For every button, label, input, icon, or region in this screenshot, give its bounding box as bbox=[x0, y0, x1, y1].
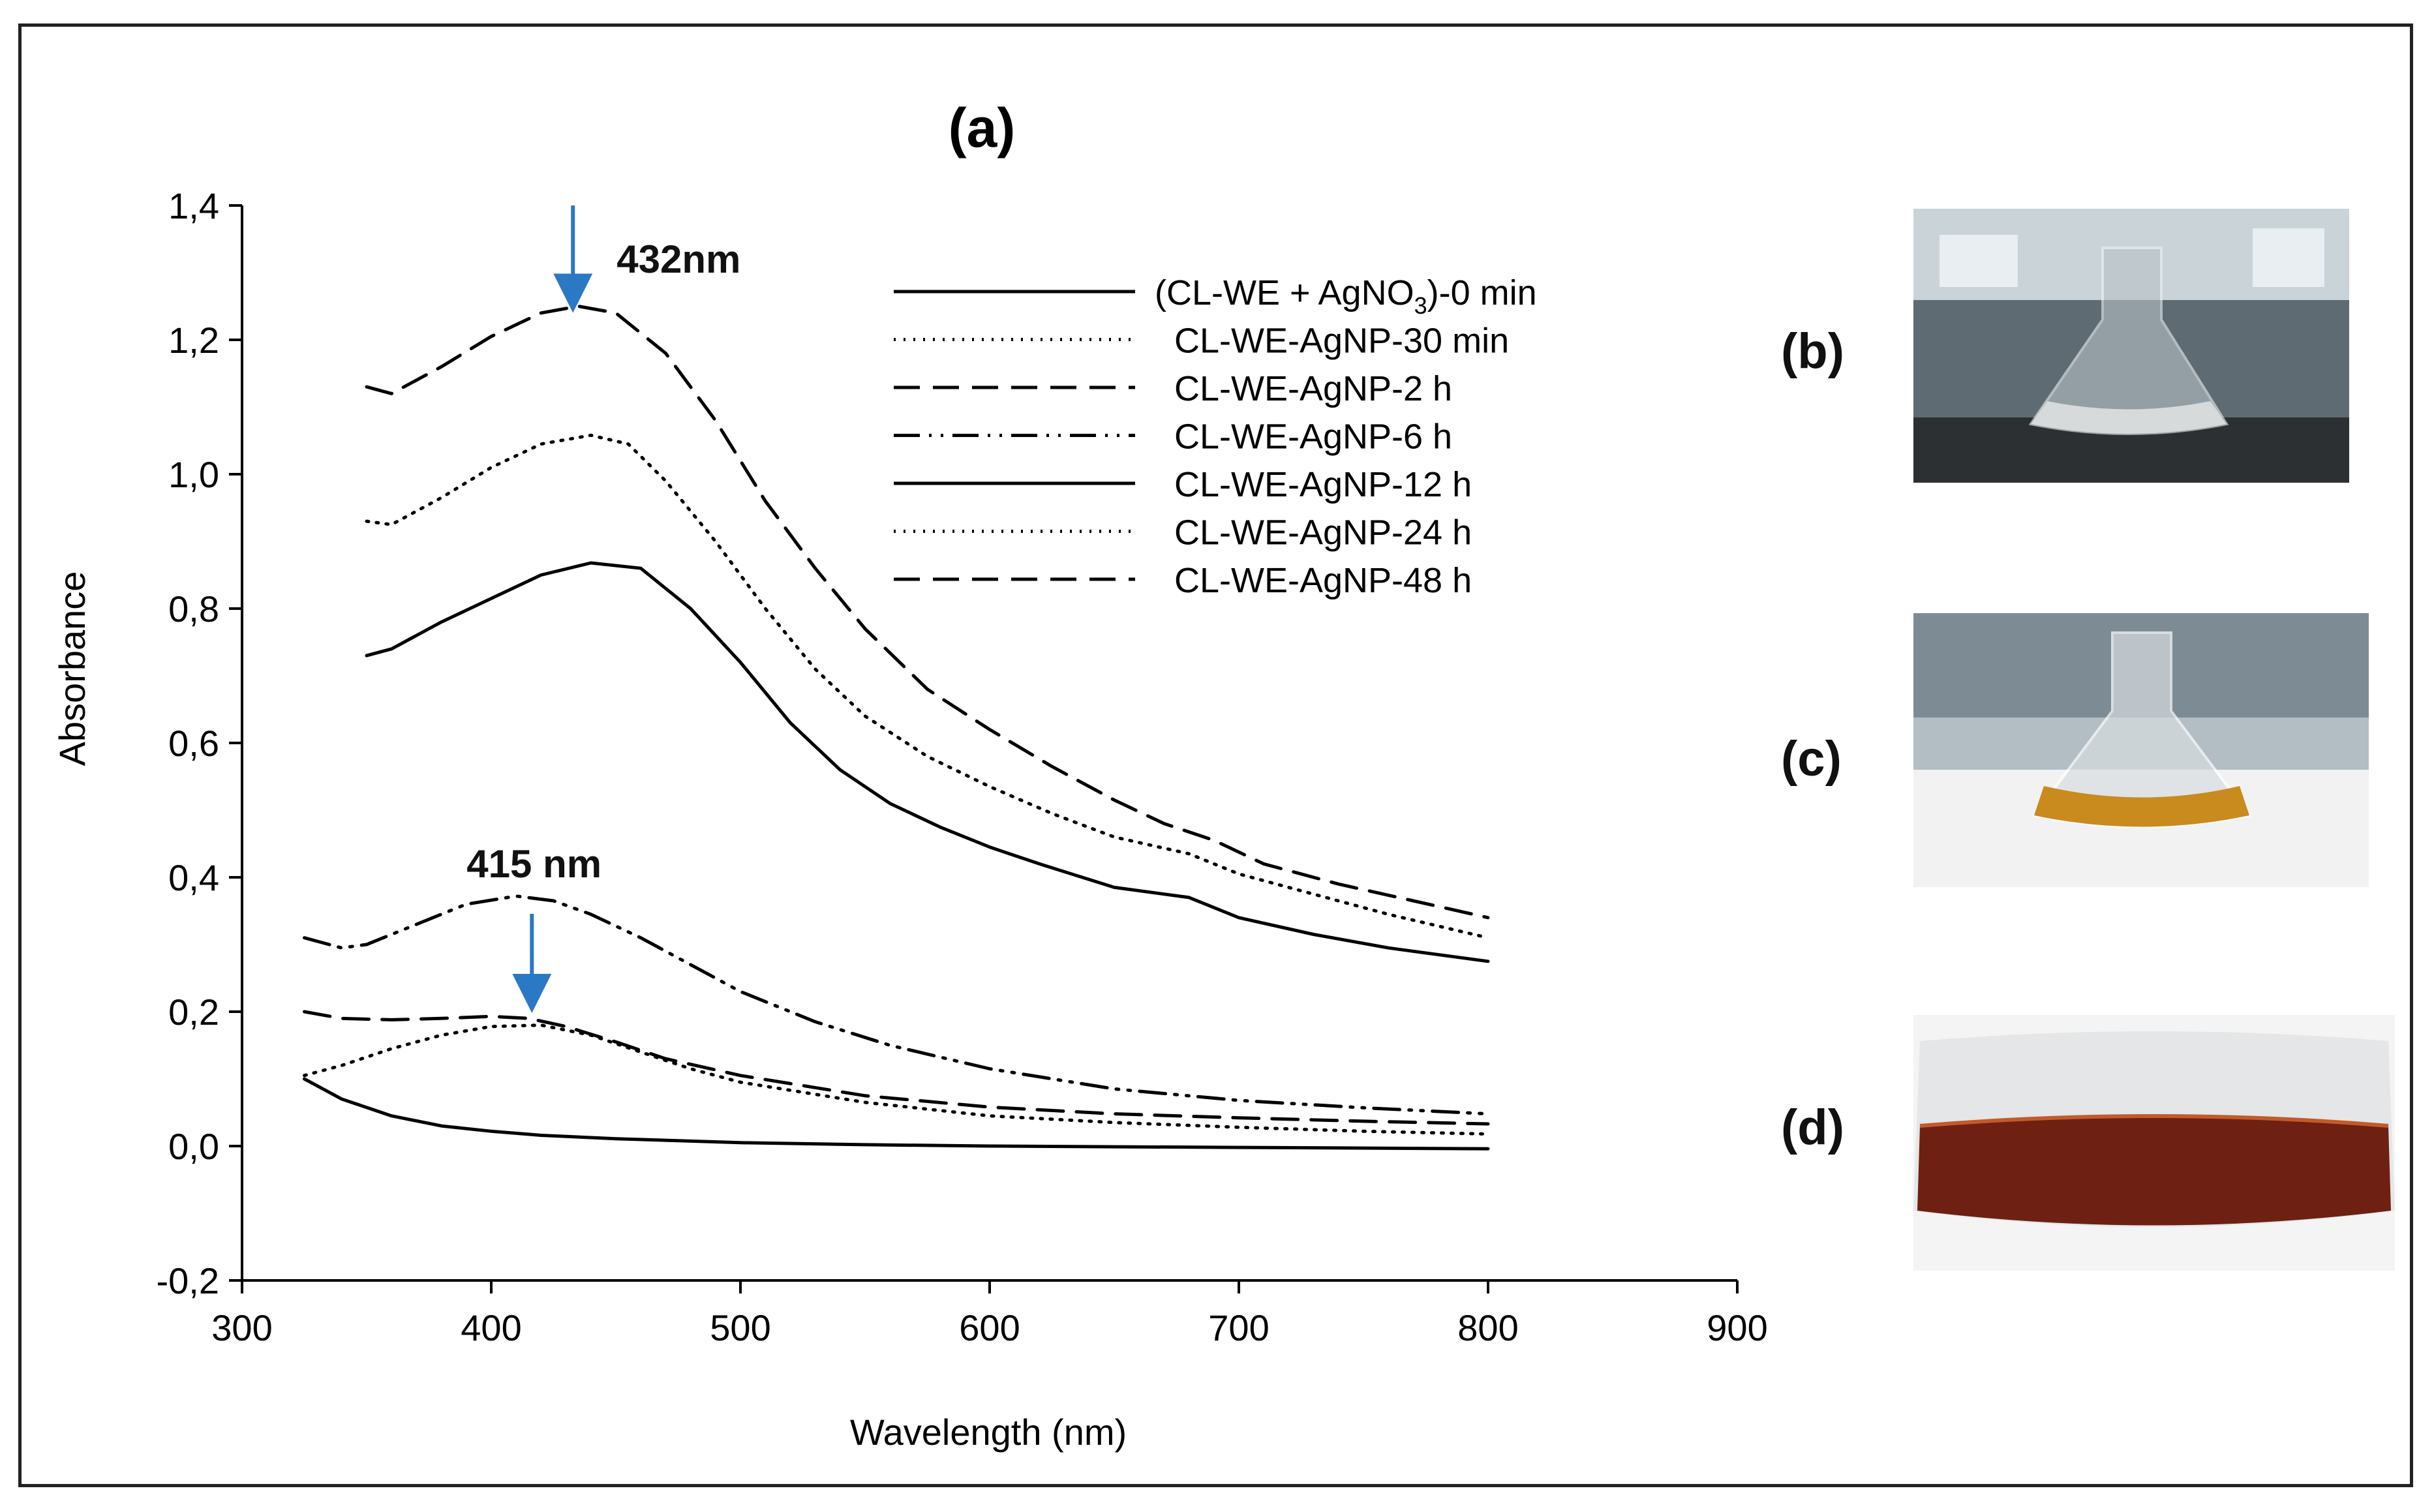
series-line-3 bbox=[303, 894, 1490, 1116]
x-tick-label: 700 bbox=[1208, 1307, 1269, 1348]
panel-label-c: (c) bbox=[1781, 731, 1842, 787]
peak-label-415: 415 nm bbox=[466, 842, 601, 886]
flask-amber-image bbox=[1913, 613, 2369, 887]
y-tick-label: 0,6 bbox=[168, 723, 219, 764]
x-tick-label: 500 bbox=[710, 1307, 770, 1348]
x-tick-label: 600 bbox=[959, 1307, 1020, 1348]
legend-label-5: CL-WE-AgNP-24 h bbox=[1174, 513, 1472, 552]
series-line-0 bbox=[303, 1077, 1490, 1151]
flask-dark-image bbox=[1913, 1015, 2395, 1271]
series-layer bbox=[303, 305, 1490, 1151]
legend-label-1: CL-WE-AgNP-30 min bbox=[1174, 322, 1509, 361]
annotation-layer: 432nm 415 nm bbox=[466, 205, 740, 1013]
x-tick-label: 400 bbox=[461, 1307, 521, 1348]
y-axis-label: Absorbance bbox=[52, 571, 93, 766]
photo-c bbox=[1913, 613, 2369, 887]
legend-label-0: (CL-WE + AgNO3)-0 min bbox=[1155, 273, 1537, 319]
flask-clear-image bbox=[1913, 209, 2349, 483]
y-tick-label: 0,2 bbox=[168, 991, 219, 1033]
figure-frame bbox=[18, 23, 2413, 1487]
axes: 300 400 500 600 700 800 900 -0,2 0,0 0,2 0,4 0,6 0,8… bbox=[157, 185, 1768, 1348]
y-tick-label: 0,0 bbox=[168, 1126, 219, 1167]
y-tick-label: 0,8 bbox=[168, 588, 219, 629]
photo-b bbox=[1913, 209, 2349, 483]
panel-label-d: (d) bbox=[1781, 1100, 1845, 1155]
y-tick-label: -0,2 bbox=[157, 1260, 220, 1301]
series-line-5 bbox=[365, 433, 1490, 940]
panel-label-a: (a) bbox=[949, 97, 1016, 159]
y-tick-label: 1,4 bbox=[168, 185, 219, 226]
legend-label-3: CL-WE-AgNP-6 h bbox=[1174, 417, 1452, 457]
series-line-4 bbox=[365, 561, 1490, 963]
legend-label-4: CL-WE-AgNP-12 h bbox=[1174, 465, 1472, 504]
y-tick-label: 0,4 bbox=[168, 857, 219, 898]
x-axis-label: Wavelength (nm) bbox=[850, 1412, 1127, 1453]
photo-d bbox=[1913, 1015, 2395, 1271]
y-tick-label: 1,2 bbox=[168, 320, 219, 361]
panel-label-b: (b) bbox=[1781, 324, 1845, 379]
legend-label-2: CL-WE-AgNP-2 h bbox=[1174, 369, 1452, 408]
series-line-6 bbox=[365, 305, 1490, 920]
series-line-2 bbox=[303, 1010, 1490, 1126]
series-line-1 bbox=[303, 1023, 1490, 1136]
y-tick-label: 1,0 bbox=[168, 454, 219, 495]
legend-label-6: CL-WE-AgNP-48 h bbox=[1174, 561, 1472, 600]
x-tick-label: 800 bbox=[1457, 1307, 1518, 1348]
x-tick-label: 300 bbox=[211, 1307, 272, 1348]
peak-label-432: 432nm bbox=[616, 237, 740, 281]
x-tick-label: 900 bbox=[1707, 1307, 1767, 1348]
